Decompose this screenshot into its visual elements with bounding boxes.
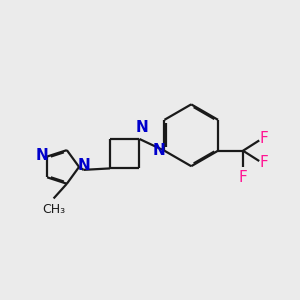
Text: F: F (260, 155, 268, 170)
Text: N: N (135, 119, 148, 134)
Text: F: F (260, 131, 268, 146)
Text: CH₃: CH₃ (42, 203, 65, 216)
Text: F: F (238, 170, 247, 185)
Text: N: N (78, 158, 91, 173)
Text: N: N (153, 142, 166, 158)
Text: N: N (35, 148, 48, 163)
